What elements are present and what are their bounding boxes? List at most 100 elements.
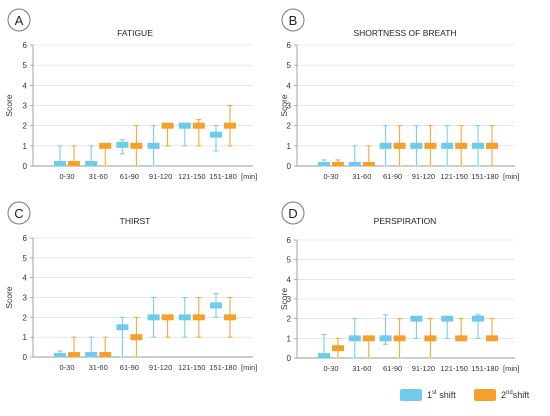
box-body (178, 122, 191, 129)
box-shift2 (455, 318, 468, 342)
x-tick-label: 0-30 (323, 364, 338, 373)
box-body (393, 335, 406, 342)
y-axis-label: Score (279, 94, 289, 116)
box-body (54, 160, 66, 166)
x-tick-label: 121-150 (178, 172, 206, 181)
x-tick-label: 61-90 (120, 363, 139, 372)
y-tick-label: 4 (287, 81, 292, 90)
panel-badge (7, 8, 31, 32)
box-shift2 (192, 297, 205, 338)
y-tick-label: 1 (23, 333, 28, 342)
box-body (130, 334, 143, 341)
y-tick-label: 3 (23, 102, 28, 111)
x-unit-label: [min] (241, 172, 257, 181)
panel-badge (7, 201, 31, 225)
x-tick-label: 0-30 (323, 172, 338, 181)
box-shift2 (161, 122, 174, 147)
x-tick-label: 61-90 (120, 172, 139, 181)
box-shift2 (332, 337, 344, 359)
panel-title: THIRST (120, 216, 151, 226)
y-tick-label: 4 (287, 275, 292, 284)
box-shift2 (424, 125, 437, 167)
y-tick-label: 5 (287, 256, 292, 265)
box-body (224, 314, 236, 321)
box-shift2 (224, 297, 236, 338)
box-body (224, 122, 236, 129)
box-shift1 (54, 350, 66, 358)
box-shift1 (116, 139, 129, 155)
y-tick-label: 3 (287, 295, 292, 304)
y-tick-label: 6 (287, 236, 292, 245)
box-shift1 (147, 125, 160, 167)
box-shift2 (393, 125, 406, 167)
box-shift2 (224, 105, 236, 147)
panel-c: C THIRST 0 1 2 3 4 5 6 Score 0-30 31-60 61-90 91-120 1… (4, 201, 257, 372)
box-body (210, 131, 222, 138)
y-axis-label: Score (4, 286, 14, 308)
box-body (362, 161, 375, 166)
panel-badge-label: D (288, 206, 297, 221)
box-body (68, 160, 80, 166)
box-shift1 (410, 125, 423, 167)
box-body (379, 335, 392, 342)
box-body (441, 315, 454, 322)
box-body (410, 142, 423, 149)
box-shift2 (161, 314, 174, 338)
y-tick-label: 2 (287, 315, 292, 324)
y-tick-label: 5 (23, 61, 28, 70)
box-shift1 (441, 125, 454, 167)
box-body (318, 353, 330, 358)
y-tick-label: 6 (287, 41, 292, 50)
x-tick-label: 91-120 (412, 364, 435, 373)
box-body (472, 142, 484, 149)
box-shift2 (68, 145, 80, 167)
x-tick-label: 31-60 (352, 364, 371, 373)
y-tick-label: 1 (287, 142, 292, 151)
box-shift1 (178, 122, 191, 147)
box-shift1 (178, 297, 191, 338)
box-shift2 (68, 336, 80, 358)
x-tick-label: 121-150 (440, 172, 468, 181)
box-body (116, 324, 129, 331)
box-shift2 (486, 125, 498, 167)
box-body (424, 335, 437, 342)
box-body (161, 122, 174, 129)
x-unit-label: [min] (503, 172, 519, 181)
y-tick-label: 6 (23, 234, 28, 243)
box-shift2 (192, 119, 205, 147)
panel-title: SHORTNESS OF BREATH (353, 28, 456, 38)
x-tick-label: 31-60 (89, 172, 108, 181)
x-tick-label: 121-150 (440, 364, 468, 373)
y-tick-label: 3 (287, 102, 292, 111)
box-shift1 (318, 333, 330, 359)
y-tick-label: 1 (287, 334, 292, 343)
box-shift2 (130, 125, 143, 167)
x-unit-label: [min] (241, 363, 257, 372)
box-body (348, 335, 361, 342)
box-body (486, 142, 498, 149)
y-tick-label: 0 (287, 354, 292, 363)
box-shift2 (455, 125, 468, 167)
box-shift1 (54, 145, 66, 167)
box-body (116, 141, 129, 148)
box-body (147, 142, 160, 149)
x-tick-label: 121-150 (178, 363, 206, 372)
box-shift1 (410, 315, 423, 339)
box-shift1 (472, 125, 484, 167)
panel-b: B SHORTNESS OF BREATH 0 1 2 3 4 5 6 Score 0-30 31-6… (279, 8, 519, 181)
box-shift2 (99, 142, 112, 167)
box-body (441, 142, 454, 149)
box-shift1 (379, 125, 392, 167)
box-body (178, 314, 191, 321)
x-tick-label: 31-60 (352, 172, 371, 181)
panel-a: A FATIGUE 0 1 2 3 4 5 6 Score 0-30 31-60 61-90 91-120… (4, 8, 257, 181)
panel-d: D PERSPIRATION 0 1 2 3 4 5 6 Score 0-30 31-60 61-90 9… (279, 201, 519, 373)
box-body (192, 314, 205, 321)
box-body (54, 353, 66, 357)
box-body (99, 142, 112, 149)
panel-badge-label: B (289, 13, 298, 28)
box-shift1 (210, 293, 222, 318)
legend-swatch (400, 389, 422, 401)
box-body (332, 161, 344, 166)
